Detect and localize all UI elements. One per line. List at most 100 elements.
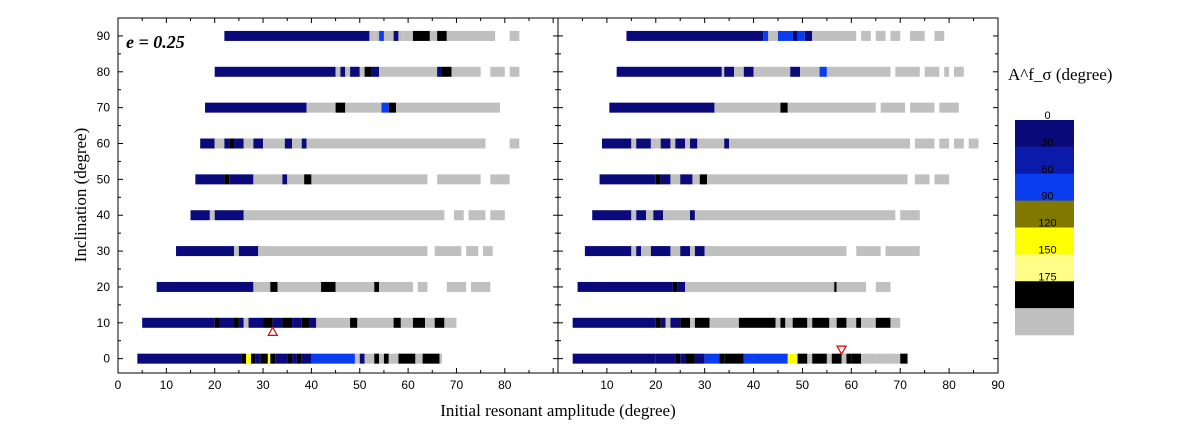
segment-right-i10 <box>856 317 862 328</box>
segment-left-i50 <box>304 174 312 185</box>
segment-right-i20 <box>672 281 678 292</box>
segment-left-i40 <box>243 210 445 221</box>
segment-right-i30 <box>680 246 690 257</box>
segment-left-i70 <box>205 102 307 113</box>
colorbar-tick-label: 180 <box>1038 298 1056 310</box>
segment-right-i0 <box>875 353 886 364</box>
y-tick-label: 80 <box>97 65 111 79</box>
segment-right-i50 <box>655 174 661 185</box>
segment-left-i10 <box>248 317 264 328</box>
segment-right-i80 <box>800 66 820 77</box>
segment-left-i40 <box>468 210 486 221</box>
segment-left-i20 <box>277 281 322 292</box>
segment-left-i90 <box>437 30 447 41</box>
segment-left-i80 <box>509 66 520 77</box>
x-tick-label-right: 50 <box>796 378 810 392</box>
segment-left-i50 <box>253 174 283 185</box>
segment-right-i80 <box>826 66 891 77</box>
colorbar-tick-label: 90 <box>1041 191 1053 203</box>
segment-left-i80 <box>437 66 442 77</box>
colorbar-tick-label: 30 <box>1041 137 1053 149</box>
segment-right-i80 <box>616 66 722 77</box>
segment-left-i80 <box>335 66 341 77</box>
segment-left-i0 <box>383 353 389 364</box>
x-tick-label-left: 70 <box>450 378 464 392</box>
segment-left-i20 <box>156 281 254 292</box>
segment-left-i0 <box>422 353 440 364</box>
segment-left-i80 <box>340 66 346 77</box>
x-tick-label-right: 20 <box>649 378 663 392</box>
colorbar-band <box>1015 146 1074 175</box>
segment-left-i80 <box>371 66 380 77</box>
segment-right-i60 <box>690 138 698 149</box>
segment-left-i20 <box>253 281 271 292</box>
segment-right-i60 <box>636 138 651 149</box>
segment-left-i90 <box>224 30 370 41</box>
segment-left-i80 <box>364 66 372 77</box>
segment-left-i80 <box>214 66 336 77</box>
segment-left-i60 <box>301 138 307 149</box>
segment-left-i90 <box>398 30 404 41</box>
colorbar-tick-label: 150 <box>1038 244 1056 256</box>
segment-left-i20 <box>470 281 491 292</box>
segment-left-i90 <box>403 30 411 41</box>
segment-right-i60 <box>685 138 690 149</box>
segment-left-i60 <box>509 138 520 149</box>
segment-left-i10 <box>214 317 220 328</box>
segment-right-i0 <box>655 353 676 364</box>
segment-right-i10 <box>738 317 776 328</box>
segment-left-i0 <box>296 353 302 364</box>
segment-left-i50 <box>282 174 288 185</box>
x-tick-label-right: 30 <box>698 378 712 392</box>
segment-left-i30 <box>466 246 479 257</box>
x-tick-label-right: 60 <box>845 378 859 392</box>
segment-left-i90 <box>393 30 399 41</box>
segment-right-i10 <box>709 317 739 328</box>
segment-left-i10 <box>316 317 351 328</box>
segment-right-i60 <box>968 138 979 149</box>
segment-left-i90 <box>374 30 380 41</box>
segment-right-i70 <box>787 102 876 113</box>
colorbar-band <box>1015 120 1074 148</box>
segment-right-i30 <box>636 246 642 257</box>
colorbar-tick-label: 175 <box>1038 271 1056 283</box>
segment-right-i90 <box>934 30 945 41</box>
colorbar-band <box>1015 308 1074 336</box>
segment-left-i10 <box>444 317 457 328</box>
segment-right-i70 <box>780 102 788 113</box>
segment-right-i0 <box>704 353 720 364</box>
segment-right-i10 <box>694 317 710 328</box>
segment-left-i50 <box>311 174 428 185</box>
y-tick-label: 40 <box>97 208 111 222</box>
segment-right-i20 <box>685 281 835 292</box>
segment-left-i40 <box>190 210 210 221</box>
colorbar: 0 30 60 90 120 150 175 180 <box>1015 110 1074 336</box>
segment-left-i30 <box>238 246 259 257</box>
segment-right-i20 <box>834 281 837 292</box>
segment-left-i70 <box>335 102 346 113</box>
segment-left-i0 <box>311 353 355 364</box>
segment-right-i10 <box>660 317 666 328</box>
segment-right-i0 <box>675 353 681 364</box>
segment-right-i0 <box>841 353 847 364</box>
segment-left-i10 <box>238 317 244 328</box>
segment-right-i50 <box>670 174 681 185</box>
segment-left-i40 <box>214 210 244 221</box>
segment-right-i30 <box>856 246 881 257</box>
segment-right-i80 <box>819 66 827 77</box>
segment-right-i0 <box>846 353 852 364</box>
segment-right-i10 <box>670 317 681 328</box>
x-tick-label-left: 0 <box>115 378 122 392</box>
colorbar-band <box>1015 254 1074 282</box>
segment-left-i10 <box>308 317 317 328</box>
segment-right-i40 <box>900 210 920 221</box>
segment-left-i10 <box>142 317 215 328</box>
segment-left-i0 <box>354 353 360 364</box>
segment-left-i30 <box>483 246 493 257</box>
segment-right-i0 <box>743 353 754 364</box>
segment-right-i10 <box>680 317 690 328</box>
segment-right-i0 <box>812 353 827 364</box>
segment-left-i10 <box>282 317 293 328</box>
x-tick-label-right: 70 <box>894 378 908 392</box>
segment-left-i20 <box>446 281 467 292</box>
